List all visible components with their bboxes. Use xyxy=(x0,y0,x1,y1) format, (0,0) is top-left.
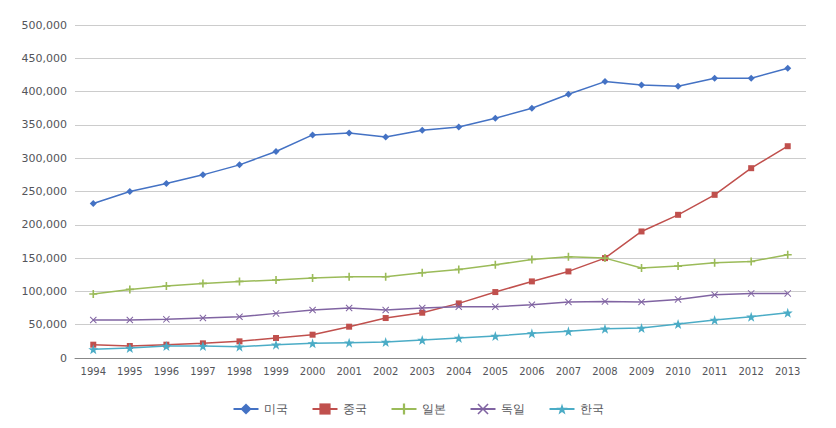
svg-text:2010: 2010 xyxy=(665,366,690,377)
svg-text:450,000: 450,000 xyxy=(22,52,68,65)
svg-text:0: 0 xyxy=(60,352,67,365)
svg-text:400,000: 400,000 xyxy=(22,85,68,98)
svg-text:2012: 2012 xyxy=(738,366,763,377)
svg-text:100,000: 100,000 xyxy=(22,285,68,298)
svg-text:200,000: 200,000 xyxy=(22,218,68,231)
svg-text:2005: 2005 xyxy=(483,366,508,377)
svg-text:1995: 1995 xyxy=(117,366,142,377)
svg-text:1994: 1994 xyxy=(81,366,106,377)
svg-text:1999: 1999 xyxy=(263,366,288,377)
svg-text:50,000: 50,000 xyxy=(29,318,68,331)
svg-text:2003: 2003 xyxy=(409,366,434,377)
svg-text:2008: 2008 xyxy=(592,366,617,377)
svg-text:350,000: 350,000 xyxy=(22,118,68,131)
svg-text:1997: 1997 xyxy=(190,366,215,377)
svg-text:한국: 한국 xyxy=(580,402,604,416)
svg-text:150,000: 150,000 xyxy=(22,252,68,265)
svg-text:300,000: 300,000 xyxy=(22,152,68,165)
svg-text:2006: 2006 xyxy=(519,366,544,377)
svg-text:미국: 미국 xyxy=(264,402,288,416)
svg-text:250,000: 250,000 xyxy=(22,185,68,198)
svg-text:독일: 독일 xyxy=(501,402,525,416)
svg-text:500,000: 500,000 xyxy=(22,19,68,32)
svg-text:일본: 일본 xyxy=(422,402,446,416)
svg-text:1996: 1996 xyxy=(154,366,179,377)
svg-text:중국: 중국 xyxy=(343,402,367,416)
svg-text:2011: 2011 xyxy=(702,366,727,377)
svg-text:2007: 2007 xyxy=(556,366,581,377)
svg-text:2001: 2001 xyxy=(336,366,361,377)
svg-text:2004: 2004 xyxy=(446,366,471,377)
svg-text:2000: 2000 xyxy=(300,366,325,377)
svg-text:2002: 2002 xyxy=(373,366,398,377)
svg-text:1998: 1998 xyxy=(227,366,252,377)
svg-text:2013: 2013 xyxy=(775,366,800,377)
svg-text:2009: 2009 xyxy=(629,366,654,377)
